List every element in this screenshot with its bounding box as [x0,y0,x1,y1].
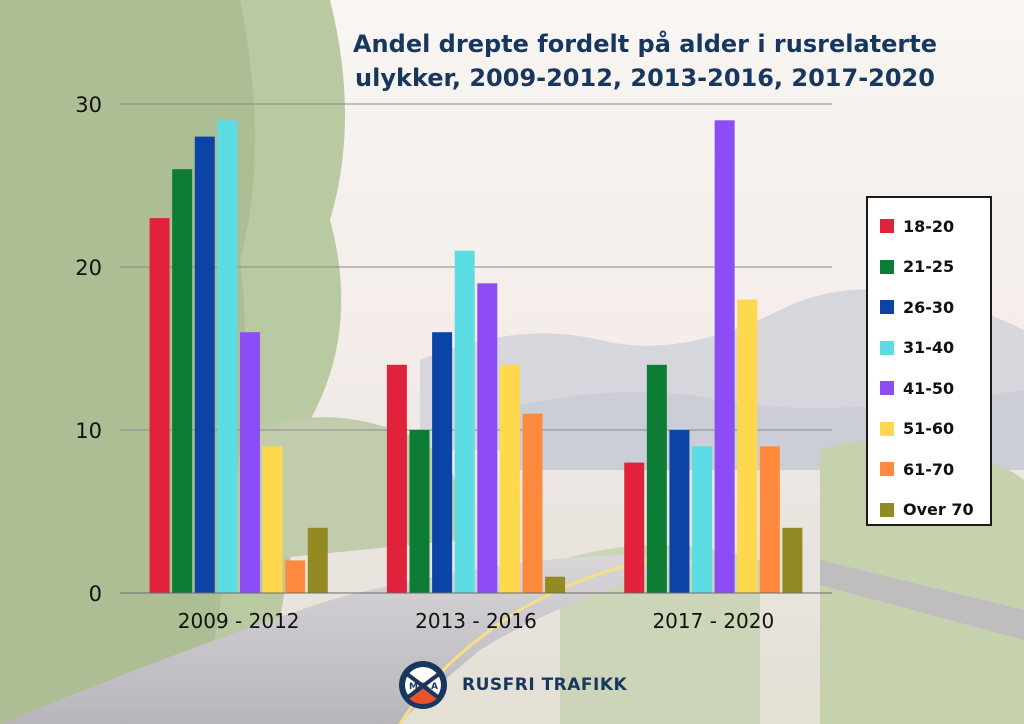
bar [217,120,238,594]
x-axis-ticks: 2009 - 2012 2013 - 2016 2017 - 2020 [178,609,774,633]
y-axis-ticks: 0 10 20 30 [75,93,102,606]
brand-name: RUSFRI TRAFIKK [462,675,628,695]
chart-title-line-1: Andel drepte fordelt på alder i rusrelat… [352,30,937,58]
legend-label: 51-60 [903,419,955,439]
y-tick-label: 20 [75,256,102,280]
legend-swatch [880,381,894,396]
bar [432,332,453,593]
gridlines [120,103,832,431]
stone-wall [820,560,1024,640]
bar [409,430,430,593]
legend-label: 26-30 [903,297,955,317]
bars [149,120,803,594]
x-tick-label: 2009 - 2012 [178,609,300,633]
chart-title-line-2: ulykker, 2009-2012, 2013-2016, 2017-2020 [355,64,935,92]
legend-swatch [880,421,894,436]
bar [172,169,193,593]
bar [499,364,520,593]
bar [759,446,780,593]
legend-label: Over 70 [903,500,974,520]
legend-item: Over 70 [868,490,990,531]
legend-item: 61-70 [868,449,990,490]
bar [262,446,283,593]
logo-letter-a: A [431,682,438,692]
legend-swatch [880,300,894,315]
bar [522,413,543,593]
x-tick-label: 2013 - 2016 [415,609,537,633]
bar [194,136,215,593]
legend-item: 41-50 [868,368,990,409]
legend-swatch [880,502,894,517]
brand: M A RUSFRI TRAFIKK [398,660,627,710]
y-tick-label: 0 [89,582,102,606]
legend-item: 18-20 [868,206,990,247]
legend-swatch [880,259,894,274]
legend-swatch [880,340,894,355]
bar [782,527,803,593]
bar [149,218,170,593]
bar [545,576,566,593]
bar [386,364,407,593]
legend-label: 21-25 [903,257,955,277]
legend-item: 31-40 [868,328,990,369]
legend-label: 41-50 [903,378,955,398]
logo-letter-m: M [409,682,418,692]
bar [646,364,667,593]
bar [477,283,498,593]
bar [714,120,735,594]
legend-item: 21-25 [868,247,990,288]
legend-item: 26-30 [868,287,990,328]
legend-swatch [880,462,894,477]
legend-label: 31-40 [903,338,955,358]
rusfri-trafikk-logo-icon: M A [399,661,447,709]
bar [454,250,475,593]
y-tick-label: 30 [75,93,102,117]
x-tick-label: 2017 - 2020 [652,609,774,633]
bar [669,430,690,593]
bar [307,527,328,593]
legend-item: 51-60 [868,409,990,450]
legend-label: 18-20 [903,216,955,236]
bar [285,560,306,593]
legend-label: 61-70 [903,459,955,479]
bar [239,332,260,593]
bar [692,446,713,593]
bar [624,462,645,593]
y-tick-label: 10 [75,419,102,443]
legend: 18-20 21-25 26-30 31-40 41-50 51-60 61-70 Over … [866,196,992,526]
bar [737,299,758,593]
road [0,555,700,724]
legend-swatch [880,219,894,234]
